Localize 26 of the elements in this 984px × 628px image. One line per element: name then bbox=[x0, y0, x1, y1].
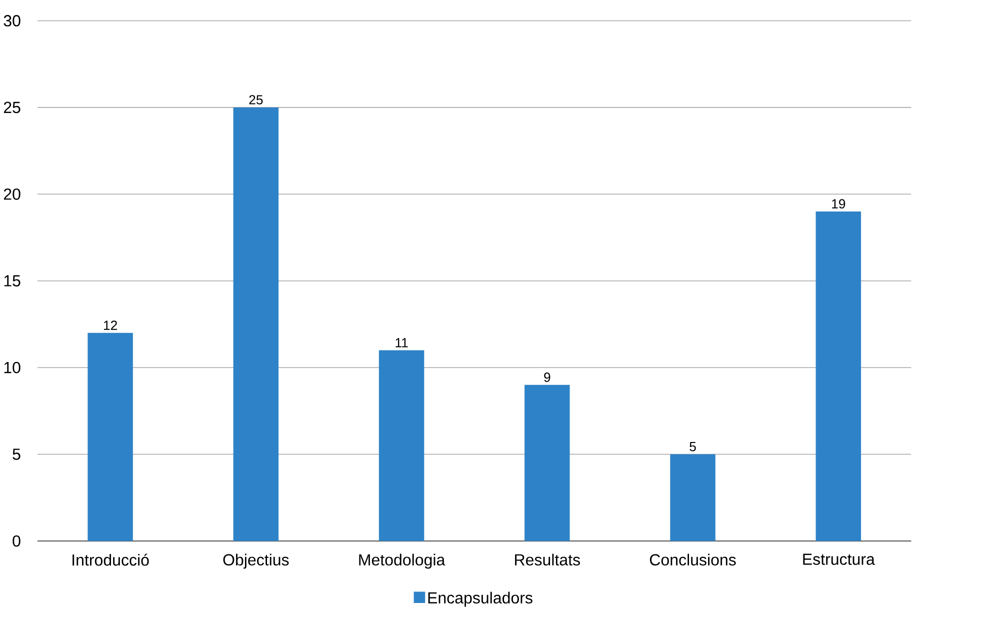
bar bbox=[670, 454, 716, 542]
x-tick-label: Resultats bbox=[515, 554, 580, 566]
bar bbox=[378, 350, 424, 542]
data-label: 5 bbox=[690, 442, 696, 452]
y-tick-label: 30 bbox=[4, 15, 20, 27]
x-tick-label: Introducció bbox=[72, 554, 149, 566]
y-tick-label: 5 bbox=[12, 448, 20, 460]
bar bbox=[233, 108, 279, 542]
y-tick-label: 10 bbox=[4, 362, 20, 374]
x-tick-label: Conclusions bbox=[650, 554, 736, 566]
data-label: 25 bbox=[249, 95, 263, 105]
y-tick-label: 0 bbox=[12, 535, 20, 547]
x-tick-label: Estructura bbox=[803, 554, 875, 566]
data-label: 11 bbox=[396, 338, 408, 348]
legend-label: Encapsuladors bbox=[428, 592, 532, 607]
y-tick-label: 15 bbox=[4, 275, 20, 287]
y-tick-label: 20 bbox=[4, 188, 20, 200]
bar bbox=[816, 212, 862, 542]
data-label: 12 bbox=[104, 320, 117, 330]
data-label: 9 bbox=[544, 372, 550, 382]
bar bbox=[524, 385, 570, 542]
x-tick-label: Metodologia bbox=[359, 554, 446, 569]
bar bbox=[88, 333, 133, 542]
data-label: 19 bbox=[832, 199, 846, 209]
x-tick-label: Objectius bbox=[223, 554, 289, 569]
y-tick-label: 25 bbox=[4, 102, 20, 114]
